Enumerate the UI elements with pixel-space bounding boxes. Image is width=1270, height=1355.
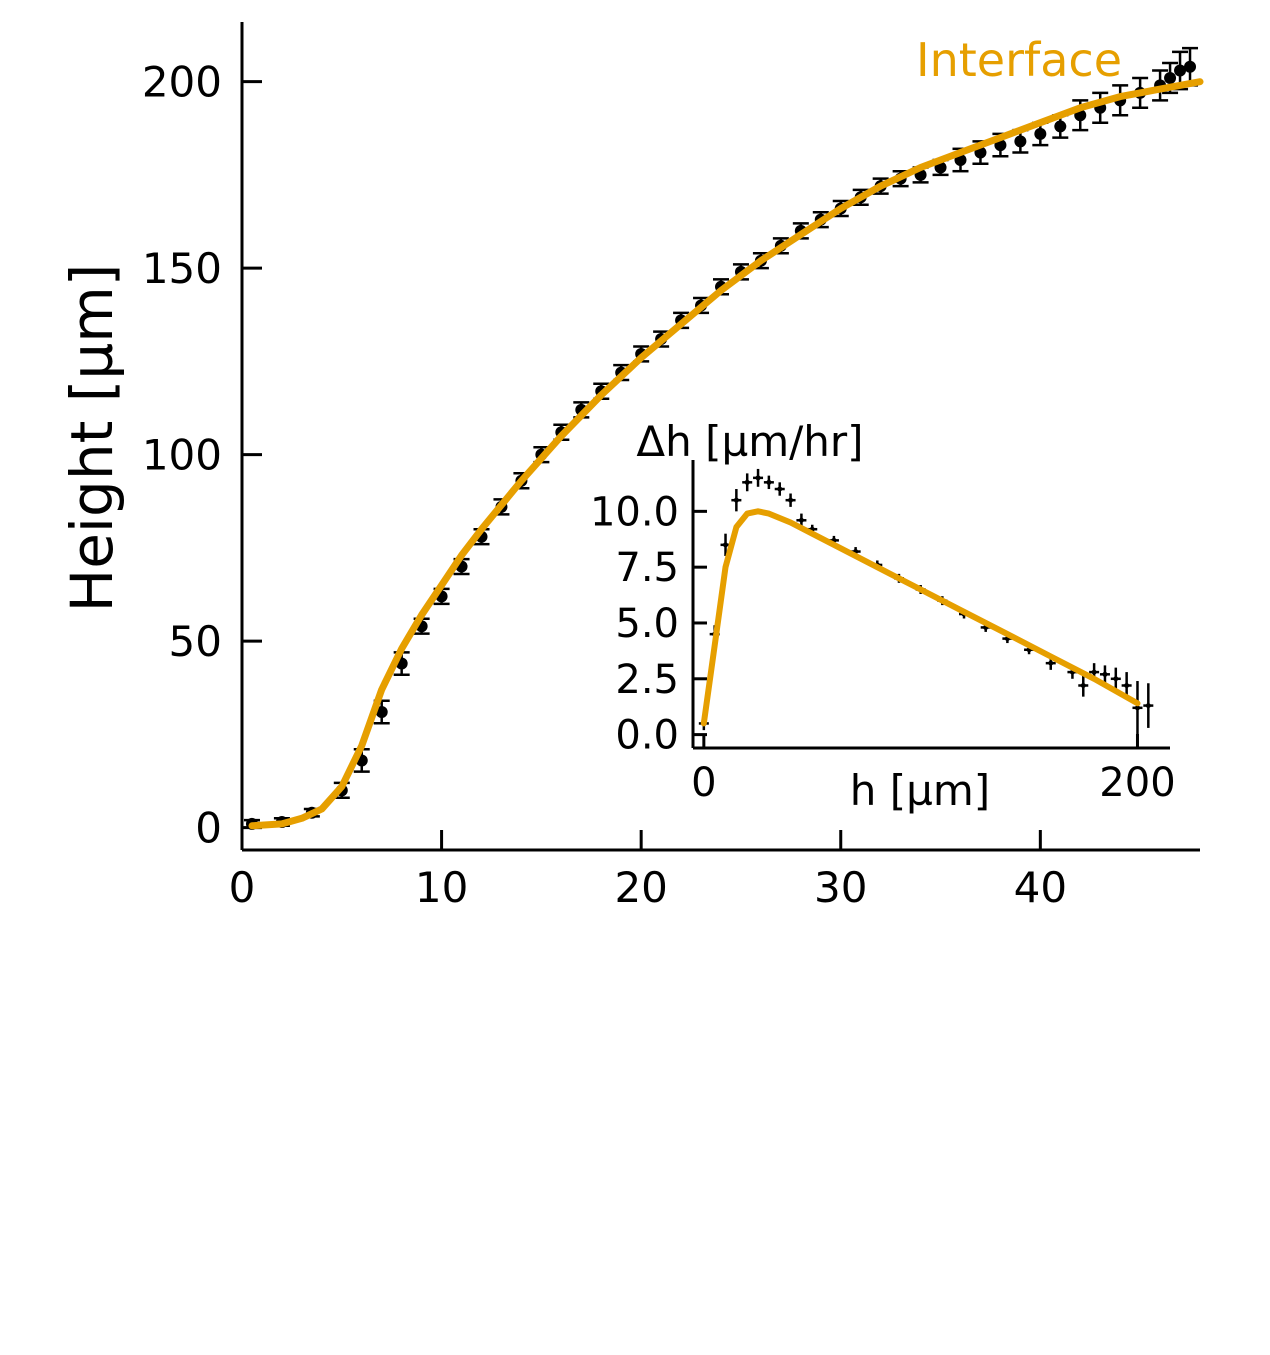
main-y-tick-label-0: 0 (195, 804, 222, 853)
inset-x-axis-label: h [µm] (850, 766, 990, 815)
inset-y-tick-label-2: 5.0 (615, 601, 679, 647)
main-x-tick-label-1: 10 (415, 863, 468, 912)
main-y-tick-label-3: 150 (142, 244, 222, 293)
inset-data-point (753, 468, 764, 487)
inset-x-ticks: 0 200 (691, 734, 1176, 806)
inset-data-point (1110, 667, 1121, 690)
main-y-tick-label-1: 50 (169, 617, 222, 666)
inset-data-points (698, 468, 1154, 735)
inset-data-point (731, 489, 742, 512)
inset-data-point (1078, 674, 1089, 697)
legend-entry-interface: Interface (916, 33, 1122, 87)
inset-data-point (774, 482, 785, 496)
main-y-axis-label: Height [µm] (58, 264, 126, 613)
inset-y-tick-label-1: 2.5 (615, 657, 679, 703)
main-x-tick-label-3: 30 (814, 863, 867, 912)
main-fit-line (248, 78, 1204, 830)
main-data-point (1112, 84, 1129, 117)
inset-plot: 0 200 0.0 2.5 5.0 7.5 10.0 Δh [µm/hr] h [µm] (590, 417, 1176, 815)
inset-x-tick-label-1: 200 (1099, 760, 1175, 806)
inset-data-point (742, 473, 753, 492)
inset-y-ticks: 0.0 2.5 5.0 7.5 10.0 (590, 489, 707, 759)
main-x-tick-label-0: 0 (229, 863, 256, 912)
inset-data-point (1143, 683, 1154, 728)
inset-y-tick-label-0: 0.0 (615, 713, 679, 759)
inset-data-point (785, 493, 796, 507)
main-y-tick-label-2: 100 (142, 431, 222, 480)
inset-y-axis-label: Δh [µm/hr] (636, 417, 863, 466)
main-y-tick-label-4: 200 (142, 58, 222, 107)
main-plot: 0 10 20 30 40 0 50 100 150 200 Height [µm] Inter… (58, 22, 1204, 912)
inset-fit-line (700, 508, 1141, 727)
main-x-tick-label-2: 20 (614, 863, 667, 912)
inset-y-tick-label-3: 7.5 (615, 545, 679, 591)
inset-x-tick-label-0: 0 (691, 760, 716, 806)
main-y-ticks: 0 50 100 150 200 (142, 58, 262, 853)
inset-data-point (1132, 681, 1143, 735)
main-data-point (373, 699, 390, 725)
inset-data-point (1099, 665, 1110, 684)
main-x-tick-label-4: 40 (1014, 863, 1067, 912)
inset-y-tick-label-4: 10.0 (590, 489, 679, 535)
inset-data-point (763, 475, 774, 490)
main-x-ticks: 0 10 20 30 40 (229, 830, 1067, 912)
